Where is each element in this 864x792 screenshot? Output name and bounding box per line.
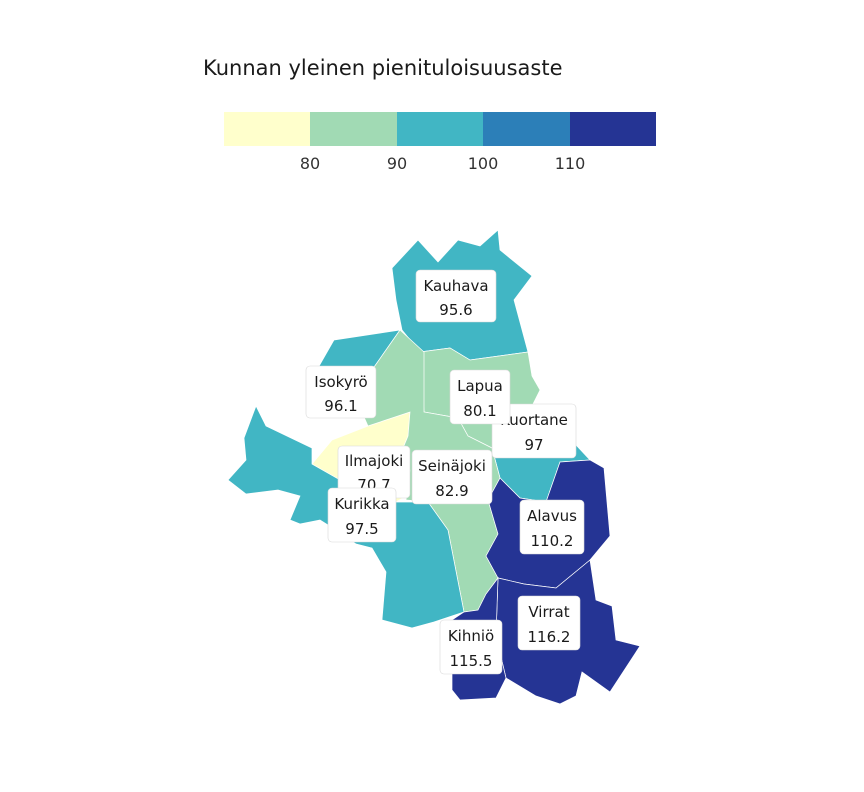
- legend-swatch-3: [396, 112, 484, 146]
- label-alavus: Alavus 110.2: [519, 499, 585, 555]
- label-virrat-value: 116.2: [528, 628, 571, 646]
- label-lapua-value: 80.1: [463, 402, 496, 420]
- label-kauhava-value: 95.6: [439, 301, 472, 319]
- label-seinajoki-name: Seinäjoki: [418, 457, 486, 475]
- label-lapua-name: Lapua: [457, 377, 503, 395]
- label-kurikka-value: 97.5: [345, 520, 378, 538]
- label-alavus-name: Alavus: [527, 507, 577, 525]
- label-kauhava: Kauhava 95.6: [415, 269, 497, 323]
- label-seinajoki: Seinäjoki 82.9: [411, 449, 493, 505]
- label-kihnio-value: 115.5: [450, 652, 493, 670]
- label-kihnio-name: Kihniö: [448, 627, 494, 645]
- legend-swatch-2: [310, 112, 397, 146]
- label-kurikka-name: Kurikka: [334, 495, 389, 513]
- legend-swatch-5: [569, 112, 657, 146]
- label-virrat-name: Virrat: [528, 603, 569, 621]
- label-kurikka: Kurikka 97.5: [327, 487, 397, 543]
- label-alavus-value: 110.2: [531, 532, 574, 550]
- label-seinajoki-value: 82.9: [435, 482, 468, 500]
- label-isokyro-value: 96.1: [324, 397, 357, 415]
- legend-tick-110: 110: [554, 154, 586, 173]
- label-kihnio: Kihniö 115.5: [439, 619, 503, 675]
- label-kuortane-name: Kuortane: [500, 411, 568, 429]
- legend-swatch-4: [483, 112, 570, 146]
- legend-swatch-1: [224, 112, 311, 146]
- legend-color-bar: [224, 112, 657, 146]
- label-virrat: Virrat 116.2: [517, 595, 581, 651]
- label-isokyro-name: Isokyrö: [314, 373, 367, 391]
- legend-tick-100: 100: [467, 154, 499, 173]
- legend-tick-80: 80: [299, 154, 321, 173]
- label-kuortane: Kuortane 97: [491, 403, 577, 459]
- label-isokyro: Isokyrö 96.1: [305, 365, 377, 419]
- legend-title: Kunnan yleinen pienituloisuusaste: [203, 56, 563, 80]
- legend-tick-90: 90: [386, 154, 408, 173]
- label-kauhava-name: Kauhava: [423, 277, 488, 295]
- label-kuortane-value: 97: [524, 436, 543, 454]
- label-ilmajoki-name: Ilmajoki: [345, 452, 404, 470]
- label-lapua: Lapua 80.1: [449, 369, 511, 425]
